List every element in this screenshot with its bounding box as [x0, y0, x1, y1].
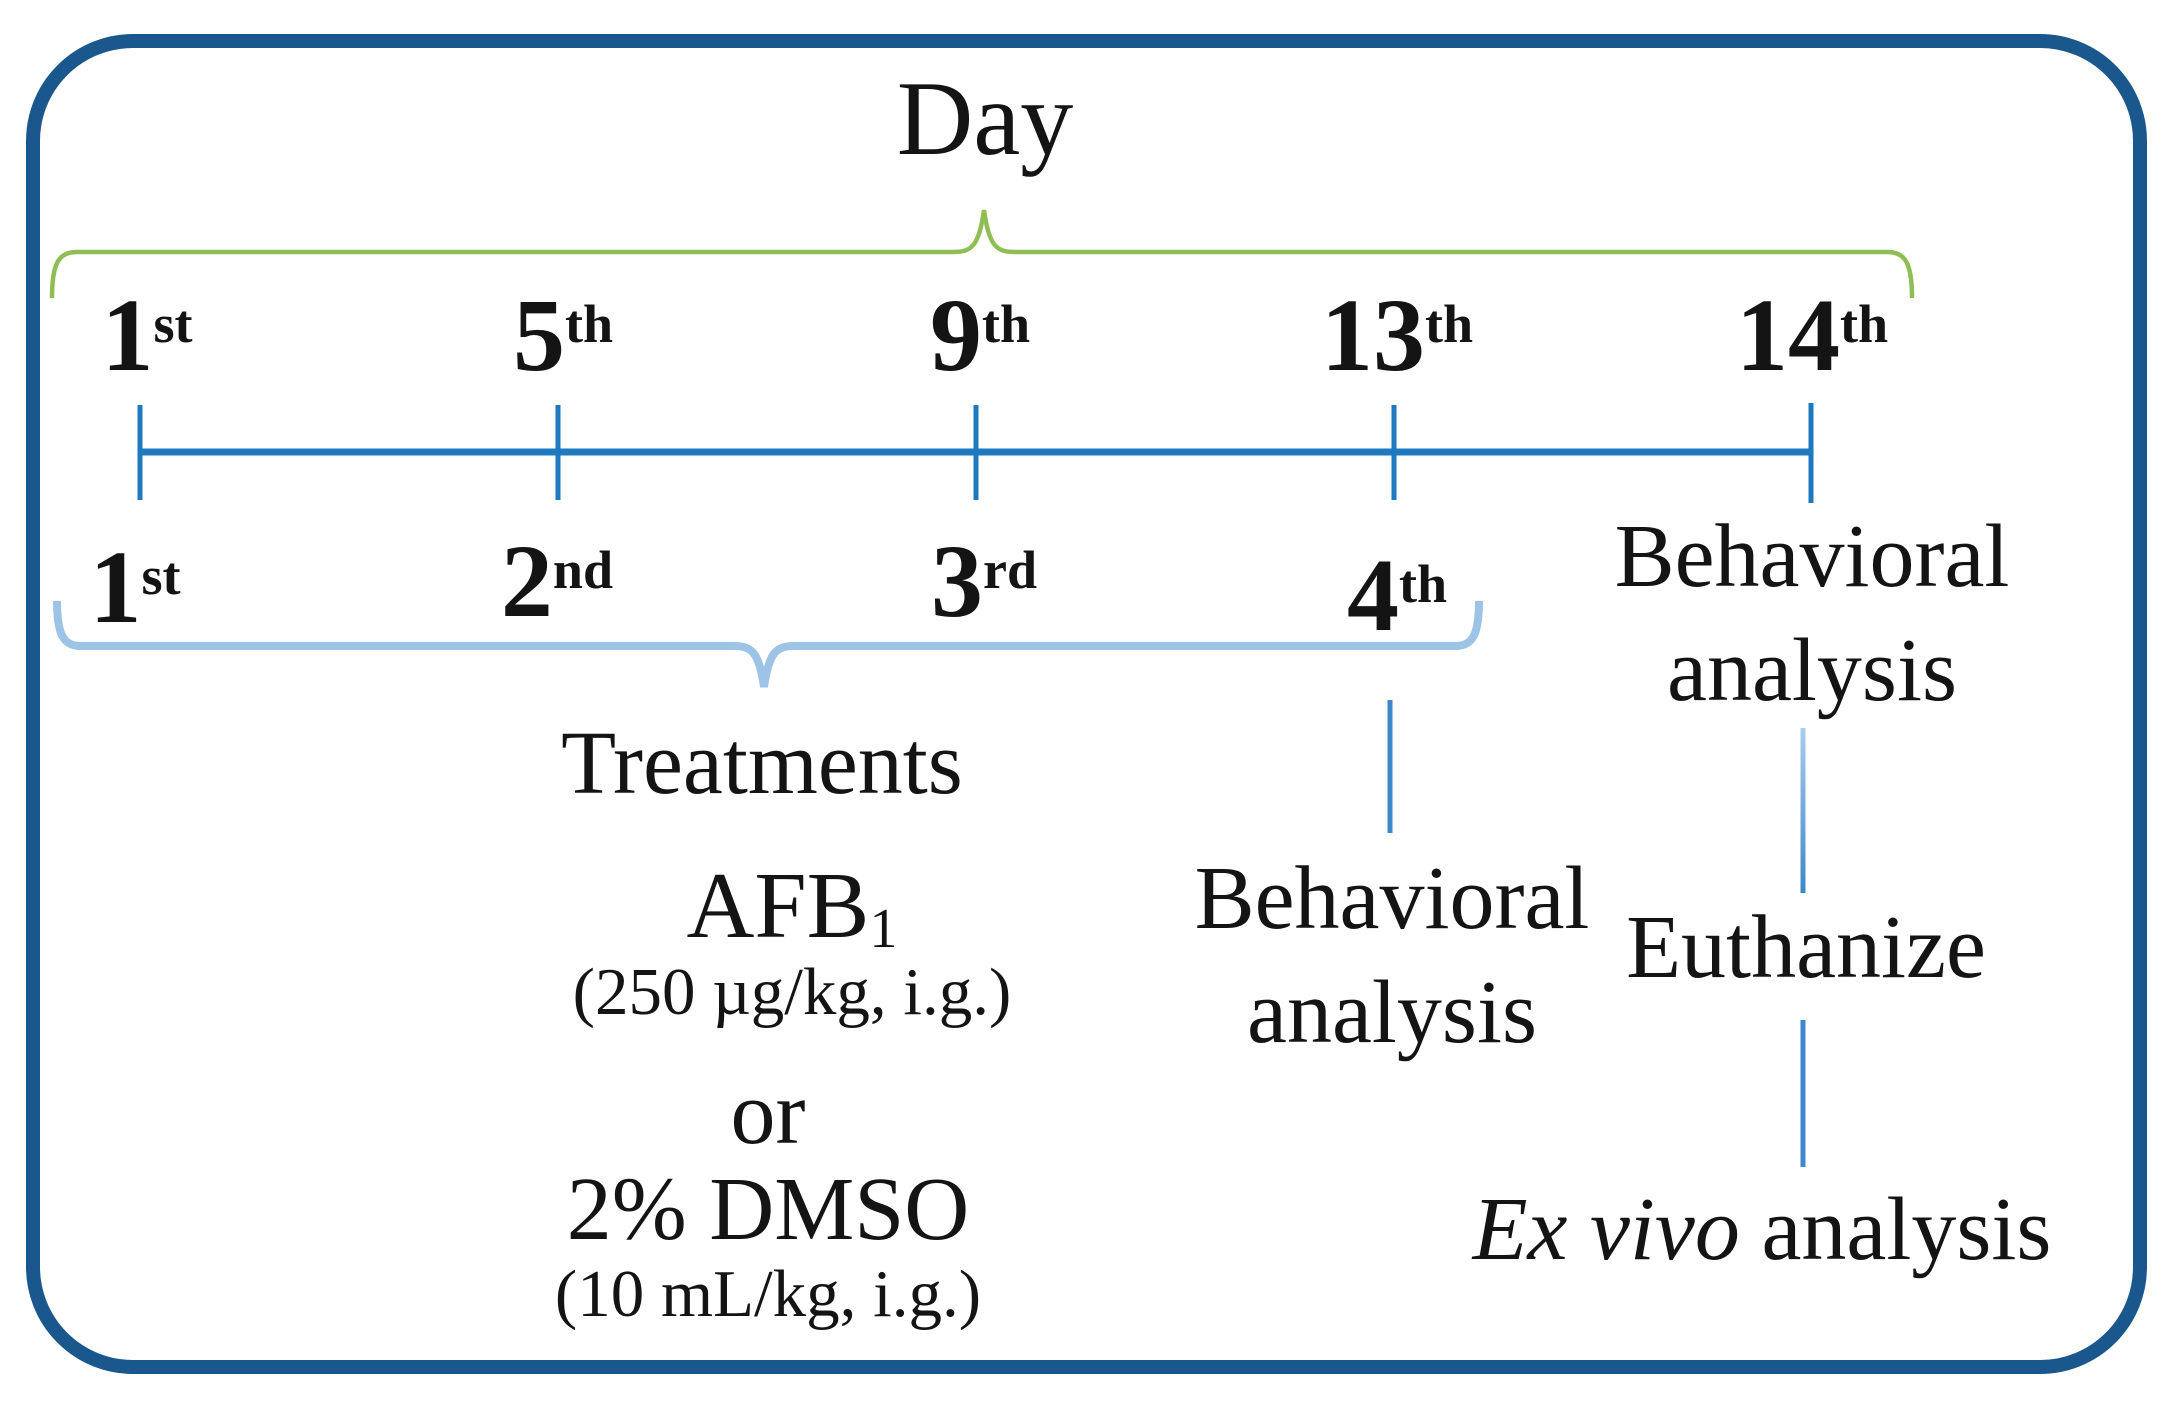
ex-vivo-rest: analysis — [1761, 1180, 2052, 1279]
dose-label-4th: 4th — [1346, 538, 1448, 653]
afb1-dose-label: (250 µg/kg, i.g.) — [572, 955, 1012, 1029]
day-label-13th: 13th — [1320, 278, 1474, 393]
behavioral-analysis-day14-line1: Behavioral — [1614, 507, 2010, 606]
ex-vivo-analysis-label: Ex vivo analysis — [1473, 1178, 2052, 1281]
dmso-label: 2% DMSO — [566, 1160, 970, 1259]
dose-label-1st: 1st — [89, 530, 181, 645]
day-label-1st: 1st — [101, 278, 193, 393]
day-overbrace — [49, 209, 1915, 299]
euthanize-label: Euthanize — [1626, 898, 1986, 997]
outer-border — [26, 34, 2147, 1374]
behavioral-analysis-dose4: Behavioral analysis — [1195, 842, 1590, 1070]
treatments-underbrace — [53, 600, 1483, 688]
dmso-dose-label: (10 mL/kg, i.g.) — [554, 1257, 982, 1331]
dose-label-2nd: 2nd — [500, 524, 614, 639]
day-label-9th: 9th — [929, 278, 1031, 393]
behavioral-analysis-dose4-line1: Behavioral — [1194, 849, 1590, 948]
behavioral-analysis-day14-line2: analysis — [1667, 621, 1957, 720]
afb1-label: AFB1 — [686, 854, 898, 961]
behavioral-analysis-day14: Behavioral analysis — [1615, 500, 2010, 728]
day-axis-title: Day — [896, 60, 1074, 177]
or-label: or — [730, 1064, 806, 1163]
treatments-label: Treatments — [561, 714, 963, 813]
ex-vivo-italic: Ex vivo — [1472, 1180, 1740, 1279]
day-label-5th: 5th — [512, 278, 614, 393]
behavioral-analysis-dose4-line2: analysis — [1247, 963, 1537, 1062]
day-label-14th: 14th — [1735, 278, 1889, 393]
dose-label-3rd: 3rd — [930, 524, 1038, 639]
